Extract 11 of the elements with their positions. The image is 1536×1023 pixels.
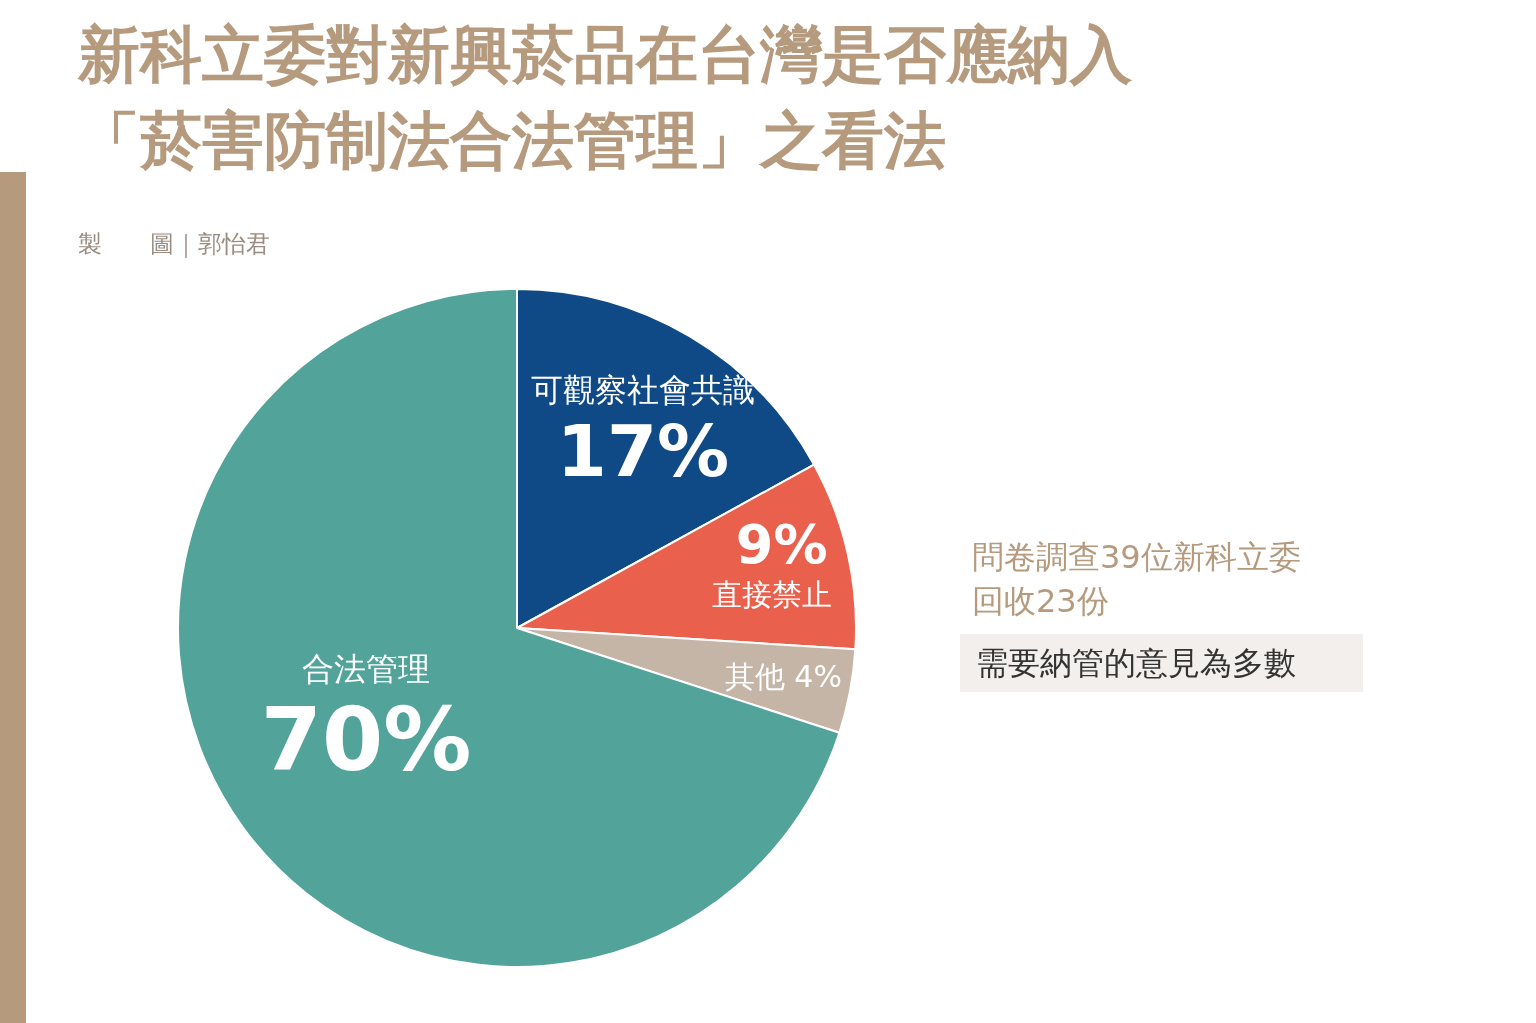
data-label: 9%	[735, 512, 828, 576]
slice-label: 其他 4%	[724, 658, 842, 694]
data-label: 70%	[260, 688, 472, 792]
text: 問卷調查39位新科立委	[972, 537, 1301, 578]
slice-label: 合法管理	[302, 649, 431, 688]
slice-label: 直接禁止	[711, 576, 832, 612]
text: 回收23份	[972, 581, 1109, 622]
data-label: 17%	[556, 408, 730, 493]
text: 需要納管的意見為多數	[960, 634, 1363, 692]
text: 製 圖｜郭怡君	[78, 229, 270, 260]
chart-title: 新科立委對新興菸品在台灣是否應納入「菸害防制法合法管理」之看法	[78, 17, 1133, 179]
